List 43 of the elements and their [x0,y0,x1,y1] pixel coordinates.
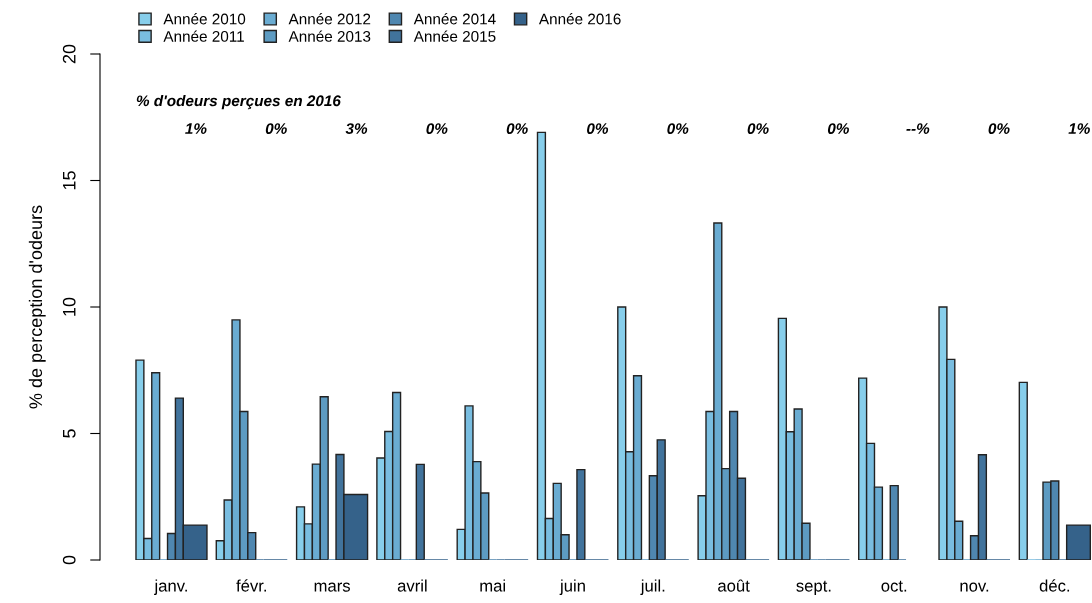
annotation: 0% [426,123,448,134]
annotation: 0% [747,123,769,134]
bar [889,484,899,560]
annotation: 0% [827,123,849,134]
legend-label: Année 2014 [413,13,496,25]
annotation: 3% [345,123,368,134]
x-tick-label: mars [314,582,350,592]
annotation: % d'odeurs perçues en 2016 [136,94,341,110]
legend-label: Année 2016 [538,13,621,25]
x-tick-label: févr. [236,579,266,592]
y-tick-label: 10 [62,297,76,316]
y-tick-label: 20 [62,44,76,64]
y-tick-label: 5 [63,429,76,438]
y-tick-label: 0 [62,555,76,565]
y-axis-title: % de perception d'odeurs [28,205,46,409]
bar [1065,524,1092,560]
annotation: 0% [587,123,609,134]
legend-label: Année 2013 [288,30,371,42]
x-tick-label: août [718,579,750,592]
annotation: 0% [988,123,1010,134]
x-tick-label: juin [559,579,585,595]
legend-label: Année 2010 [163,13,246,25]
x-tick-label: mai [480,579,505,592]
x-tick-label: janv. [154,579,187,595]
y-tick-label: 15 [63,171,76,190]
bar [415,463,425,560]
bar [576,468,586,560]
x-tick-label: sept. [796,580,831,595]
annotation: 0% [265,123,287,134]
legend-label: Année 2011 [163,30,244,42]
annotation: 0% [667,123,689,134]
annotation: --% [906,123,930,134]
annotation: 1% [185,123,207,134]
annotation: 1% [1068,123,1090,134]
x-tick-label: oct. [881,580,907,592]
x-tick-label: nov. [960,582,989,592]
bar [1018,381,1028,560]
legend-label: Année 2012 [288,13,371,25]
legend-label: Année 2015 [413,30,496,42]
x-tick-label: avril [397,579,427,592]
x-tick-label: déc. [1039,579,1070,592]
x-tick-label: juil. [640,579,665,595]
annotation: 0% [506,123,528,134]
